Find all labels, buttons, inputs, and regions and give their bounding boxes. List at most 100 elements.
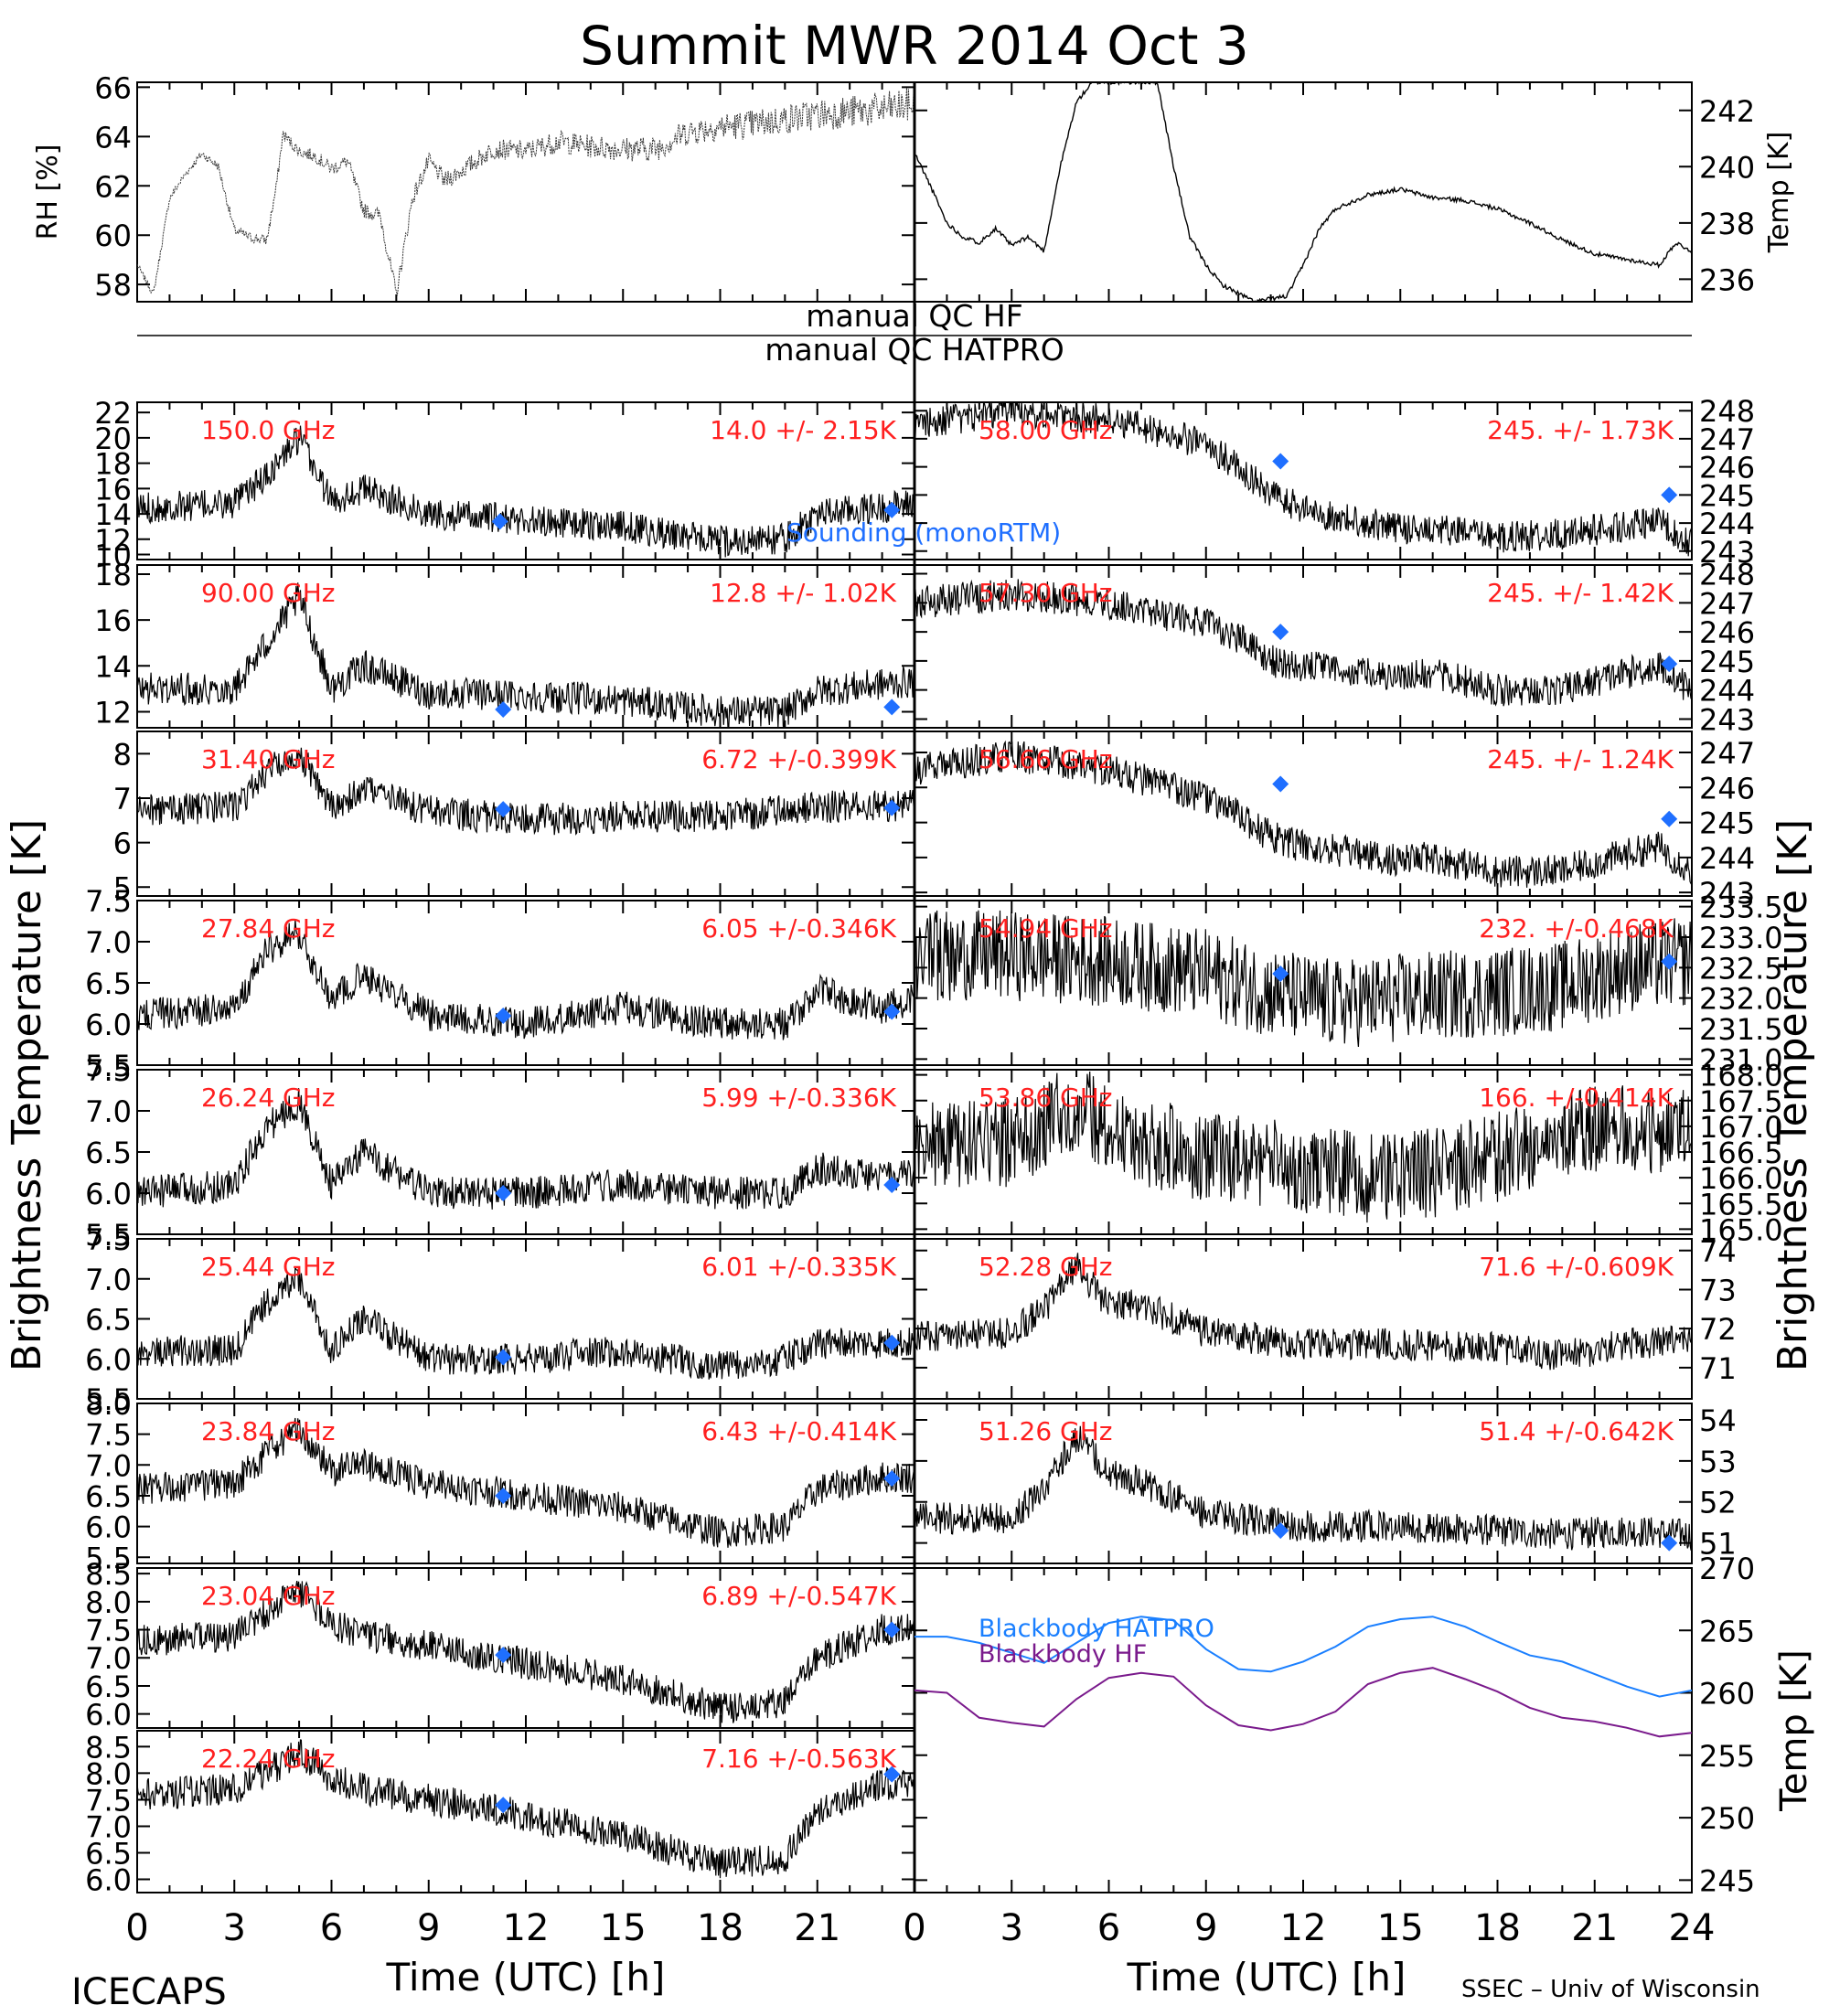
rh-axis-label: RH [%] (32, 144, 64, 240)
tb-left-1-y-tick-label: 12 (94, 695, 132, 730)
tb-left-1-freq-label: 90.00 GHz (201, 578, 336, 608)
time-tick-label: 0 (125, 1907, 148, 1949)
time-tick-label: 3 (223, 1907, 246, 1949)
rh-plot-area (137, 88, 914, 296)
tb-left-1-y-tick-label: 14 (94, 649, 132, 684)
tb-left-4-stat-label: 5.99 +/-0.336K (701, 1083, 896, 1113)
tb-right-2-stat-label: 245. +/- 1.24K (1487, 744, 1674, 774)
rh-panel-frame (136, 81, 915, 303)
blackbody-series-line (914, 1667, 1693, 1738)
tb-right-1-y-tick-label: 247 (1699, 586, 1755, 621)
time-tick-label: 15 (600, 1907, 647, 1949)
tb-right-3-y-tick-label: 232.0 (1699, 982, 1783, 1017)
tb-right-0-plot-area (914, 402, 1692, 557)
tb-left-0-series-line (137, 425, 914, 558)
tb-left-6-stat-label: 6.43 +/-0.414K (701, 1416, 896, 1446)
tb-left-0-y-tick-label: 20 (94, 421, 132, 456)
tb-right-6-y-tick-label: 52 (1699, 1486, 1737, 1520)
tb-right-4-plot-area (914, 1071, 1692, 1223)
tb-right-3-plot-area (914, 910, 1692, 1048)
tb-right-0-y-tick-label: 246 (1699, 451, 1755, 485)
tb-right-0-y-tick-label: 247 (1699, 422, 1755, 457)
time-tick-label: 9 (417, 1907, 440, 1949)
tb-left-7-sounding-point (883, 1621, 901, 1638)
tb-right-6-series-line (914, 1425, 1692, 1551)
tb-right-4-y-tick-label: 165.0 (1699, 1212, 1783, 1247)
temp-x-ticks (914, 82, 1693, 302)
tb-left-5-y-tick-label: 7.5 (85, 1222, 132, 1257)
tb-right-4-y-tick-label: 166.5 (1699, 1136, 1783, 1170)
time-tick-label: 18 (697, 1907, 743, 1949)
tb-left-7-y-tick-label: 7.0 (85, 1641, 132, 1676)
tb-right-2-y-tick-label: 245 (1699, 806, 1755, 841)
tb-left-0-y-tick-label: 22 (94, 396, 132, 431)
tb-left-0-y-tick-label: 10 (94, 538, 132, 572)
tb-left-4-y-tick-label: 6.0 (85, 1177, 132, 1211)
tb-right-1-freq-label: 57.30 GHz (979, 578, 1113, 608)
tb-right-4-freq-label: 53.86 GHz (979, 1083, 1113, 1113)
tb-left-7-x-ticks (136, 1568, 915, 1728)
tb-left-5-y-tick-label: 6.5 (85, 1303, 132, 1338)
tb-right-3-y-tick-label: 231.0 (1699, 1042, 1783, 1077)
tb-left-6-y-tick-label: 7.0 (85, 1448, 132, 1483)
time-tick-label: 21 (1571, 1907, 1618, 1949)
tb-left-6-y-tick-label: 7.5 (85, 1418, 132, 1453)
tb-left-8-sounding-point (883, 1765, 901, 1783)
tb-right-0-y-tick-label: 244 (1699, 507, 1755, 541)
tb-right-5-series-line (914, 1253, 1692, 1371)
tb-left-2-sounding-point (495, 801, 512, 818)
tb-left-7-y-tick-label: 8.0 (85, 1585, 132, 1620)
tb-left-7-series-line (137, 1580, 914, 1723)
tb-left-5-sounding-point (495, 1349, 512, 1366)
tb-right-4-y-tick-label: 166.0 (1699, 1161, 1783, 1196)
tb-left-2-y-tick-label: 6 (113, 827, 132, 861)
tb-left-4-freq-label: 26.24 GHz (201, 1083, 336, 1113)
tb-right-5-y-tick-label: 74 (1699, 1234, 1737, 1269)
tb-left-4-sounding-point (883, 1177, 901, 1193)
tb-right-1-sounding-point (1661, 656, 1678, 673)
tb-left-3-series-line (137, 920, 914, 1040)
tb-right-1-sounding-point (1272, 624, 1289, 641)
tb-right-1-series-line (914, 579, 1692, 707)
tb-left-6-series-line (137, 1417, 914, 1548)
rh-y-tick-label: 60 (94, 219, 132, 253)
tb-left-2-x-ticks (136, 731, 915, 896)
tb-left-7-y-tick-label: 6.0 (85, 1698, 132, 1733)
tb-left-8-freq-label: 22.24 GHz (201, 1744, 336, 1774)
tb-left-7-plot-area (137, 1580, 914, 1723)
tb-right-1-y-tick-label: 248 (1699, 558, 1755, 592)
tb-left-7-y-tick-label: 7.5 (85, 1614, 132, 1648)
footer-right-label: SSEC – Univ of Wisconsin (1461, 1976, 1760, 2003)
temp-y-tick-label: 236 (1699, 262, 1755, 297)
time-tick-label: 0 (903, 1907, 925, 1949)
blackbody-y-tick-label: 260 (1699, 1677, 1755, 1712)
temp-plot-area (914, 82, 1692, 302)
tb-left-4-y-tick-label: 5.5 (85, 1218, 132, 1253)
tb-left-4-x-ticks (136, 1070, 915, 1234)
tb-right-5-y-tick-label: 72 (1699, 1312, 1737, 1347)
time-tick-label: 6 (320, 1907, 343, 1949)
tb-right-6-plot-area (914, 1425, 1692, 1551)
tb-right-3-sounding-point (1661, 953, 1678, 970)
tb-left-3-y-tick-label: 6.5 (85, 966, 132, 1001)
tb-left-3-sounding-point (883, 1003, 901, 1020)
temp-axis-label: Temp [K] (1763, 132, 1795, 254)
temp-panel-frame (914, 81, 1693, 303)
tb-right-3-stat-label: 232. +/-0.468K (1479, 913, 1674, 944)
tb-right-6-sounding-point (1661, 1534, 1678, 1552)
tb-left-3-plot-area (137, 920, 914, 1040)
tb-right-6-y-tick-label: 51 (1699, 1527, 1737, 1562)
tb-left-6-plot-area (137, 1417, 914, 1548)
tb-right-3-y-tick-label: 233.5 (1699, 891, 1783, 925)
tb-left-6-y-tick-label: 6.0 (85, 1510, 132, 1545)
tb-right-5-x-ticks (914, 1239, 1693, 1399)
tb-left-8-sounding-point (495, 1797, 512, 1814)
rh-y-tick-label: 62 (94, 169, 132, 204)
rh-x-ticks (136, 82, 915, 302)
tb-left-1-x-ticks (136, 565, 915, 728)
tb-right-1-y-tick-label: 243 (1699, 702, 1755, 737)
tb-left-5-freq-label: 25.44 GHz (201, 1252, 336, 1282)
tb-left-0-plot-area (137, 425, 914, 558)
tb-left-4-plot-area (137, 1088, 914, 1211)
